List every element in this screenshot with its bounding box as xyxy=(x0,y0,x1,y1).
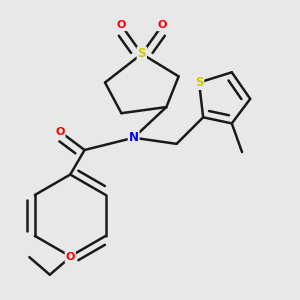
Text: S: S xyxy=(195,76,203,89)
Text: O: O xyxy=(66,252,75,262)
Text: N: N xyxy=(129,131,139,144)
Text: O: O xyxy=(55,127,65,136)
Text: O: O xyxy=(117,20,126,30)
Text: O: O xyxy=(158,20,167,30)
Text: S: S xyxy=(138,47,146,60)
